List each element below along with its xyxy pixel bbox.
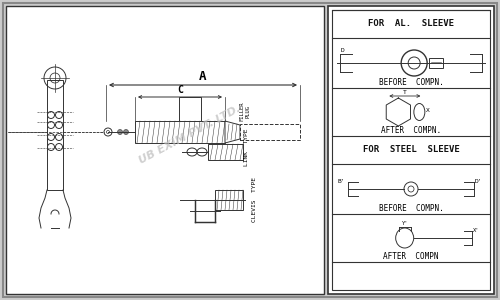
Text: BEFORE  COMPN.: BEFORE COMPN. bbox=[378, 78, 444, 87]
Bar bbox=[135, 121, 225, 143]
Text: UB EXIM PVT. LTD.: UB EXIM PVT. LTD. bbox=[138, 104, 242, 166]
Text: FOR  STEEL  SLEEVE: FOR STEEL SLEEVE bbox=[362, 146, 460, 154]
Text: D: D bbox=[341, 48, 345, 53]
Bar bbox=[208, 144, 243, 160]
Text: T: T bbox=[403, 90, 406, 95]
Circle shape bbox=[124, 130, 128, 134]
Text: B': B' bbox=[338, 179, 345, 184]
Text: LINK  TYPE: LINK TYPE bbox=[244, 128, 250, 166]
Text: BEFORE  COMPN.: BEFORE COMPN. bbox=[378, 204, 444, 213]
Bar bbox=[179, 97, 201, 121]
Text: A: A bbox=[199, 70, 207, 83]
Bar bbox=[332, 10, 490, 290]
Bar bbox=[240, 124, 300, 140]
Bar bbox=[215, 190, 243, 210]
Polygon shape bbox=[225, 121, 240, 143]
Text: Y': Y' bbox=[402, 221, 408, 226]
Bar bbox=[6, 6, 324, 294]
Text: FILLER
PLUG: FILLER PLUG bbox=[240, 101, 250, 121]
Text: D': D' bbox=[475, 179, 482, 184]
Bar bbox=[328, 6, 494, 294]
Text: AFTER  COMPN: AFTER COMPN bbox=[384, 252, 439, 261]
Bar bbox=[47, 80, 63, 190]
Text: C: C bbox=[177, 85, 183, 95]
Bar bbox=[429, 58, 443, 68]
Circle shape bbox=[118, 130, 122, 134]
Text: FOR  AL.  SLEEVE: FOR AL. SLEEVE bbox=[368, 20, 454, 28]
Text: CLEVIS  TYPE: CLEVIS TYPE bbox=[252, 178, 258, 223]
Text: X: X bbox=[426, 107, 430, 112]
Text: AFTER  COMPN.: AFTER COMPN. bbox=[381, 126, 441, 135]
Text: X': X' bbox=[473, 228, 480, 233]
